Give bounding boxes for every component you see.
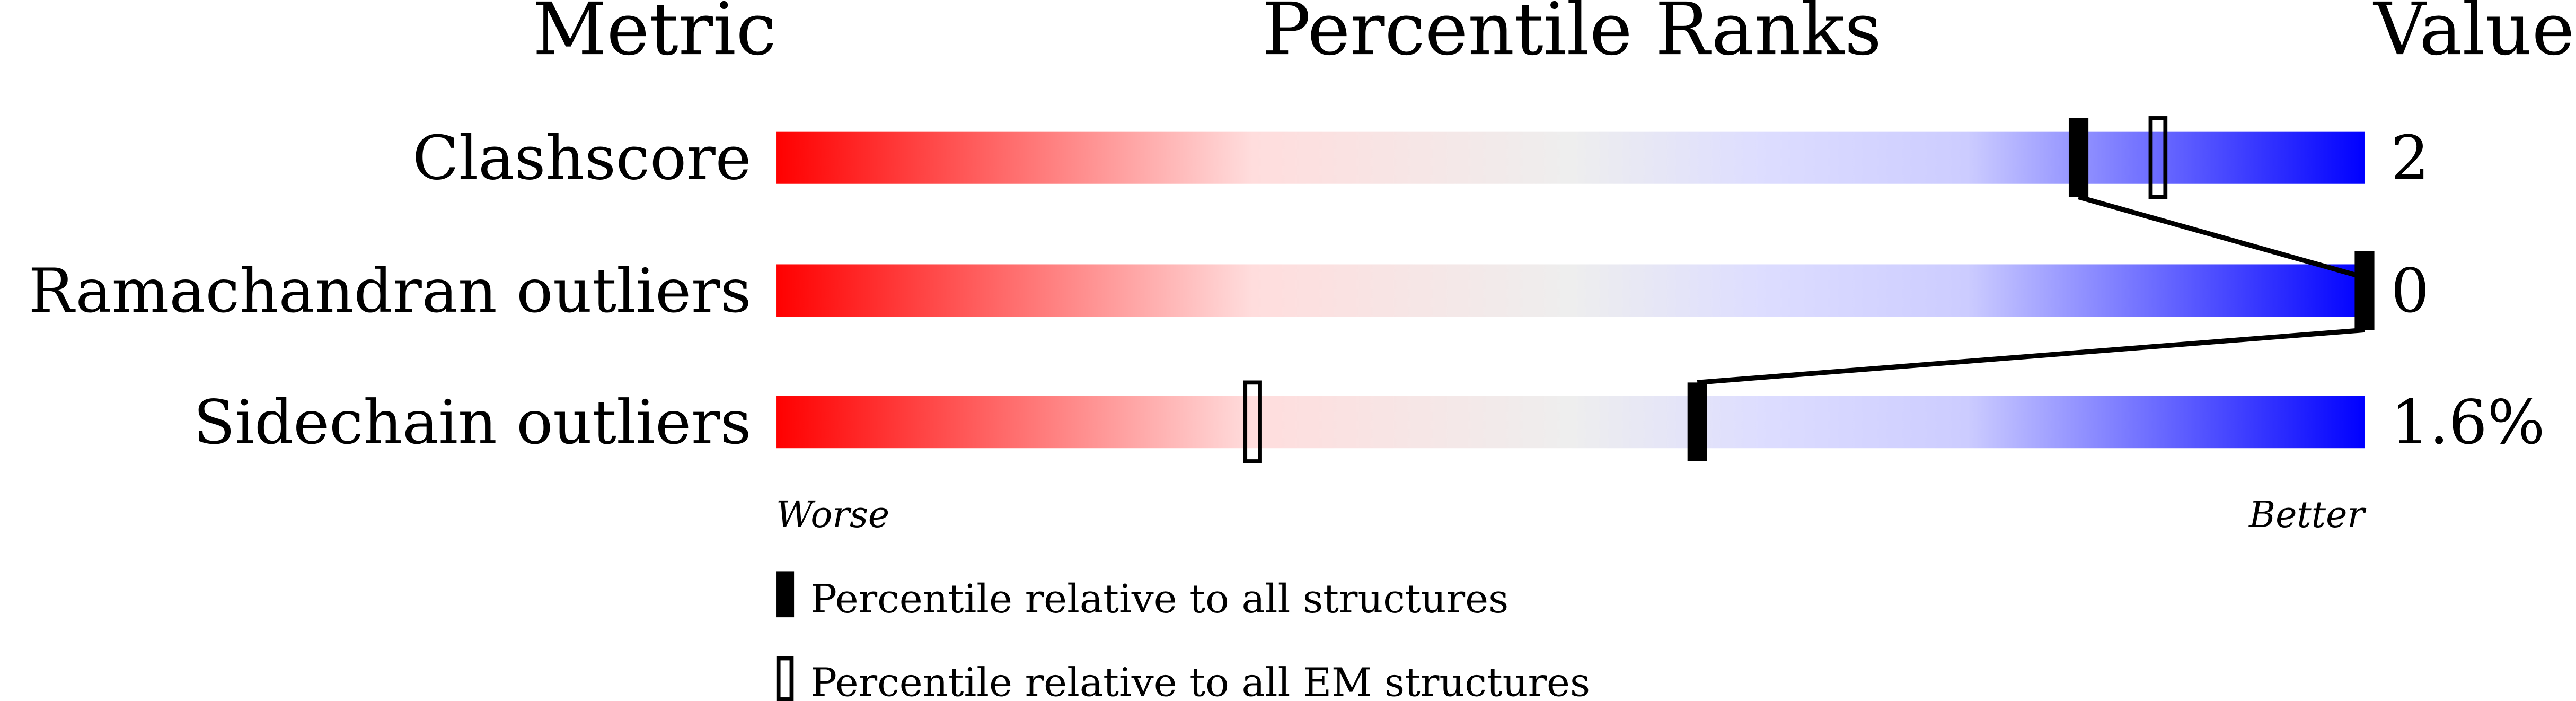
connector-line	[1697, 327, 2365, 385]
metric-value: 1.6%	[2391, 388, 2545, 458]
metric-label: Clashscore	[412, 123, 752, 194]
em-percentile-marker	[2148, 116, 2168, 199]
all-percentile-marker	[2068, 118, 2089, 197]
legend-em-label: Percentile relative to all EM structures	[810, 660, 1590, 701]
better-label: Better	[2248, 494, 2366, 536]
all-percentile-marker	[1687, 382, 1707, 461]
header-value: Value	[2372, 0, 2574, 72]
all-percentile-marker	[2354, 251, 2375, 330]
metric-value: 2	[2391, 123, 2430, 194]
percentile-bar	[776, 396, 2365, 449]
legend-all-marker	[776, 571, 795, 618]
em-percentile-marker	[1243, 380, 1262, 463]
metric-value: 0	[2391, 256, 2430, 327]
connector-line	[2078, 195, 2366, 280]
percentile-bar	[776, 131, 2365, 184]
header-percentile-ranks: Percentile Ranks	[1262, 0, 1882, 72]
header-metric: Metric	[533, 0, 777, 72]
legend-em-marker	[776, 656, 794, 701]
legend-all-label: Percentile relative to all structures	[810, 576, 1508, 622]
worse-label: Worse	[776, 494, 889, 536]
metric-label: Sidechain outliers	[193, 388, 752, 458]
metric-label: Ramachandran outliers	[29, 256, 752, 327]
percentile-bar	[776, 264, 2365, 317]
